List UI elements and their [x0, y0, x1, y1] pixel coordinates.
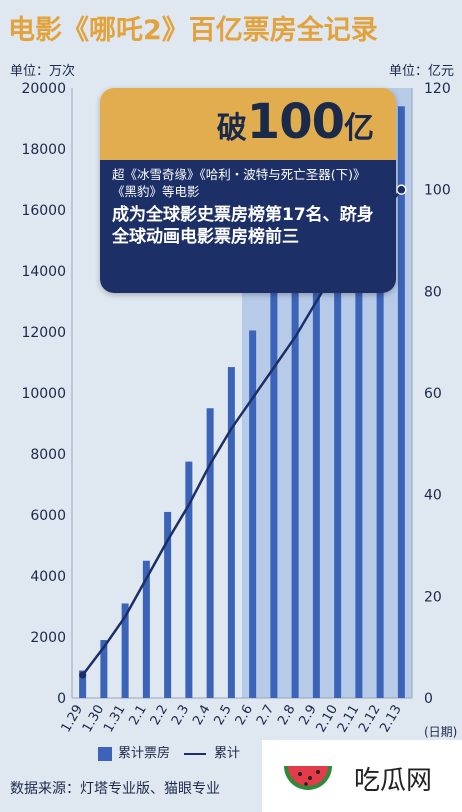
- x-tick-label: 1.29: [59, 703, 86, 736]
- x-tick-label: 2.4: [190, 703, 213, 728]
- left-tick-label: 10000: [21, 386, 66, 402]
- bar-2.9: [312, 213, 320, 699]
- watermelon-icon: [284, 766, 332, 790]
- line-point-start: [79, 671, 87, 679]
- callout-prefix: 破: [216, 111, 247, 146]
- legend-line-label: 累计: [214, 746, 241, 761]
- right-tick-label: 120: [424, 81, 451, 97]
- left-tick-label: 2000: [30, 630, 66, 646]
- bar-2.3: [185, 461, 193, 698]
- callout-body: 超《冰雪奇缘》《哈利・波特与死亡圣器(下)》《黑豹》等电影 成为全球影史票房榜第…: [100, 160, 396, 293]
- bar-2.6: [249, 330, 257, 698]
- x-tick-label: 2.7: [254, 703, 277, 728]
- left-tick-label: 20000: [21, 81, 66, 97]
- bar-2.11: [355, 155, 363, 699]
- legend-bar-label: 累计票房: [118, 746, 171, 761]
- x-tick-label: 2.10: [314, 703, 341, 736]
- callout-line-1: 超《冰雪奇缘》《哈利・波特与死亡圣器(下)》《黑豹》等电影: [112, 167, 366, 199]
- bar-2.13: [397, 106, 405, 699]
- bar-2.10: [334, 179, 342, 698]
- bar-2.5: [227, 367, 235, 698]
- bar-2.8: [291, 255, 299, 698]
- x-tick-label: 2.6: [233, 703, 256, 728]
- left-axis-unit: 单位：万次: [10, 64, 76, 79]
- bar-2.1: [142, 560, 150, 698]
- right-axis-unit: 单位：亿元: [388, 64, 454, 79]
- bar-1.30: [100, 640, 108, 698]
- right-tick-label: 20: [424, 589, 442, 605]
- x-tick-label: 2.3: [169, 703, 192, 728]
- bar-2.7: [270, 292, 278, 698]
- left-tick-label: 4000: [30, 569, 66, 585]
- callout-header: 破100亿: [100, 88, 396, 160]
- bar-2.4: [206, 408, 214, 698]
- callout-number: 100: [246, 94, 345, 150]
- right-tick-label: 0: [424, 691, 433, 707]
- legend: 累计票房 累计: [98, 742, 240, 761]
- bar-1.31: [121, 603, 129, 698]
- x-tick-label: 2.1: [127, 703, 150, 728]
- left-tick-label: 18000: [21, 142, 66, 158]
- milestone-callout: 破100亿 超《冰雪奇缘》《哈利・波特与死亡圣器(下)》《黑豹》等电影 成为全球…: [100, 88, 396, 293]
- left-tick-label: 14000: [21, 264, 66, 280]
- x-tick-label: 2.12: [356, 703, 383, 736]
- bar-1.29: [79, 670, 87, 698]
- x-axis-unit: (日期): [424, 725, 457, 739]
- legend-bar-swatch: [98, 746, 112, 761]
- callout-line-2: 成为全球影史票房榜第17名、跻身全球动画电影票房榜前三: [112, 205, 374, 247]
- right-tick-label: 80: [424, 284, 442, 300]
- x-tick-label: 2.11: [335, 703, 362, 736]
- line-point-end: [396, 184, 407, 195]
- bar-2.2: [164, 511, 172, 698]
- right-tick-label: 100: [424, 183, 451, 199]
- data-source: 数据来源：灯塔专业版、猫眼专业: [10, 781, 220, 797]
- x-tick-label: 1.31: [101, 703, 128, 736]
- left-tick-label: 8000: [30, 447, 66, 463]
- left-tick-label: 12000: [21, 325, 66, 341]
- logo-text: 吃瓜网: [354, 766, 433, 796]
- right-tick-label: 40: [424, 488, 442, 504]
- left-tick-label: 16000: [21, 203, 66, 219]
- bar-2.12: [376, 133, 384, 698]
- callout-suffix: 亿: [344, 111, 374, 146]
- chart-title: 电影《哪吒2》百亿票房全记录: [8, 15, 378, 46]
- left-tick-label: 6000: [30, 508, 66, 524]
- callout-headline: 破100亿: [217, 94, 374, 150]
- right-tick-label: 60: [424, 386, 442, 402]
- x-tick-label: 2.13: [377, 703, 404, 736]
- x-tick-label: 1.30: [80, 703, 107, 736]
- x-tick-label: 2.2: [148, 703, 171, 728]
- x-tick-label: 2.8: [275, 703, 298, 728]
- legend-line-swatch: [184, 752, 207, 755]
- site-logo: 吃瓜网: [262, 740, 462, 812]
- x-tick-label: 2.5: [212, 703, 235, 728]
- left-tick-label: 0: [57, 691, 66, 707]
